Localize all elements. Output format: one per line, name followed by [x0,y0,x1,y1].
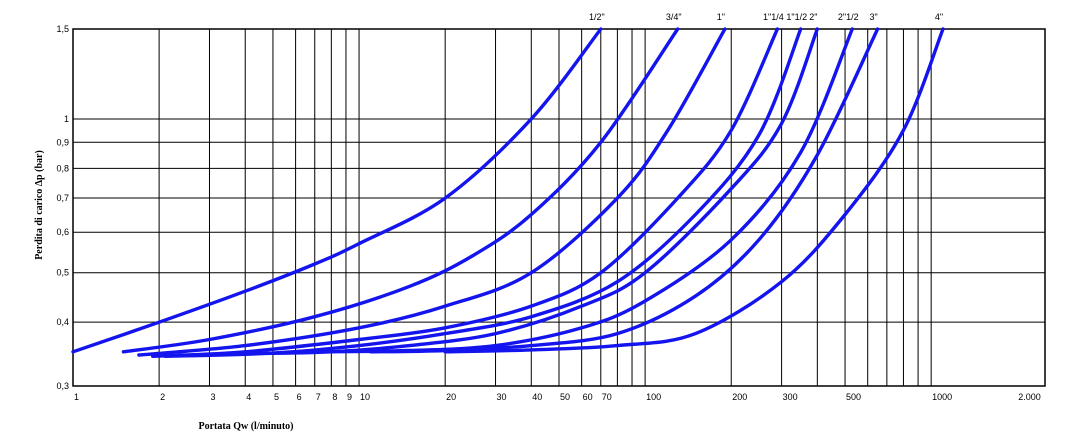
series-label: 2"1/2 [838,12,859,22]
x-axis-ticks: 1 2 3 4 5 6 7 8 9 10 20 30 40 50 60 70 100 200 300 500 1000 2… [74,392,1041,402]
series-label: 1"1/2 [786,12,807,22]
x-tick-label: 300 [783,392,798,402]
series-label: 1/2" [589,12,605,22]
x-tick-label: 70 [602,392,612,402]
y-axis-ticks: 0,3 0,4 0,5 0,6 0,7 0,8 0,9 1 1,5 [56,24,69,391]
x-tick-label: 50 [560,392,570,402]
x-tick-label: 200 [732,392,747,402]
x-tick-label: 20 [446,392,456,402]
x-tick-label: 7 [316,392,321,402]
x-tick-label: 2.000 [1018,392,1041,402]
x-tick-label: 500 [846,392,861,402]
y-tick-label: 0,6 [56,227,69,237]
series-line [369,27,880,354]
y-tick-label: 0,9 [56,137,69,147]
x-tick-label: 40 [532,392,542,402]
series-label: 4" [935,12,943,22]
series-labels: 1/2" 3/4" 1" 1"1/4 1"1/2 2" 2"1/2 3" 4" [589,12,943,22]
x-tick-label: 4 [246,392,251,402]
series-label: 3/4" [666,12,682,22]
x-tick-label: 60 [583,392,593,402]
series-line [137,27,727,357]
x-tick-label: 30 [497,392,507,402]
x-tick-label: 9 [347,392,352,402]
y-tick-label: 0,4 [56,317,69,327]
y-tick-label: 0,8 [56,163,69,173]
x-tick-label: 10 [360,392,370,402]
y-tick-label: 0,5 [56,268,69,278]
x-tick-label: 1000 [932,392,952,402]
x-tick-label: 2 [160,392,165,402]
series-label: 2" [809,12,817,22]
plot-frame [72,28,1046,387]
series-line [151,27,780,358]
y-tick-label: 0,3 [56,381,69,391]
series-label: 1"1/4 [763,12,784,22]
x-tick-label: 3 [210,392,215,402]
x-axis-title: Portata Qw (l/minuto) [199,421,294,432]
series-line [163,27,803,358]
x-tick-label: 5 [274,392,279,402]
series-label: 1" [717,12,725,22]
y-tick-label: 0,7 [56,193,69,203]
series-line [121,27,680,354]
series-line [313,27,854,354]
series-label: 3" [870,12,878,22]
series-line [71,27,603,354]
x-tick-label: 6 [297,392,302,402]
y-axis-title: Perdita di carico Δp (bar) [34,150,45,260]
x-tick-label: 100 [646,392,661,402]
y-tick-label: 1,5 [56,24,69,34]
y-tick-label: 1 [64,114,69,124]
x-tick-label: 1 [74,392,79,402]
series-line [443,27,945,354]
chart-series [71,27,945,358]
x-tick-label: 8 [332,392,337,402]
